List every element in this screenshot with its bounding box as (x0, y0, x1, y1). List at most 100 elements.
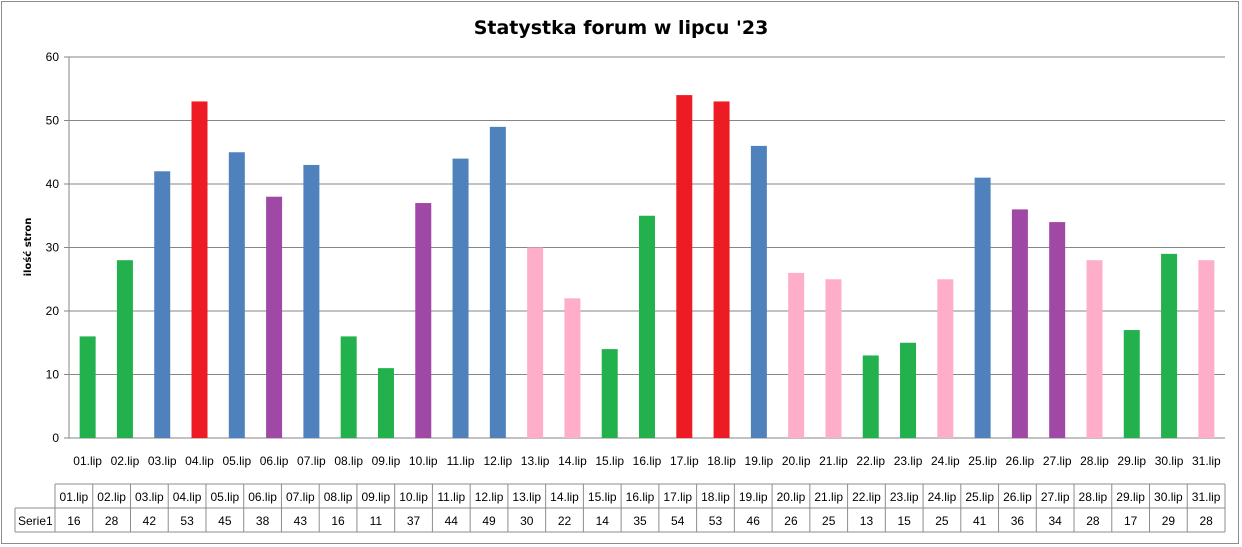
table-value-cell: 26 (784, 514, 798, 528)
table-value-cell: 37 (407, 514, 421, 528)
x-tick-label: 24.lip (931, 454, 960, 468)
x-tick-label: 16.lip (633, 454, 662, 468)
bar (489, 126, 506, 438)
table-header-cell: 24.lip (928, 490, 957, 504)
bar (266, 196, 283, 438)
table-header-cell: 01.lip (60, 490, 89, 504)
table-header-cell: 12.lip (475, 490, 504, 504)
x-tick-label: 19.lip (745, 454, 774, 468)
bar (974, 177, 991, 438)
x-tick-label: 08.lip (334, 454, 363, 468)
x-tick-label: 17.lip (670, 454, 699, 468)
table-header-cell: 04.lip (173, 490, 202, 504)
table-value-cell: 45 (218, 514, 232, 528)
table-value-cell: 28 (1199, 514, 1213, 528)
table-header-cell: 07.lip (286, 490, 315, 504)
bar (154, 171, 171, 439)
x-tick-label: 22.lip (856, 454, 885, 468)
x-tick-label: 23.lip (894, 454, 923, 468)
bar (415, 203, 432, 438)
table-header-cell: 28.lip (1079, 490, 1108, 504)
bar (601, 349, 618, 438)
x-tick-label: 05.lip (222, 454, 251, 468)
x-tick-label: 06.lip (260, 454, 289, 468)
x-tick-label: 29.lip (1117, 454, 1146, 468)
x-tick-label: 11.lip (447, 454, 475, 468)
table-value-cell: 25 (822, 514, 836, 528)
table-value-cell: 11 (370, 514, 383, 528)
table-header-cell: 22.lip (852, 490, 881, 504)
x-tick-label: 18.lip (707, 454, 736, 468)
table-header-cell: 19.lip (739, 490, 768, 504)
bar (1161, 253, 1178, 438)
bar (191, 101, 208, 438)
bar (862, 355, 879, 438)
table-value-cell: 16 (331, 514, 345, 528)
table-value-cell: 35 (633, 514, 647, 528)
bar (564, 298, 581, 438)
table-value-cell: 22 (558, 514, 572, 528)
x-tick-label: 26.lip (1006, 454, 1035, 468)
chart-title: Statystka forum w lipcu '23 (474, 17, 769, 39)
y-tick-label: 10 (46, 368, 60, 382)
table-header-cell: 31.lip (1192, 490, 1221, 504)
table-value-cell: 28 (1086, 514, 1100, 528)
bar (116, 260, 133, 438)
table-value-cell: 38 (256, 514, 270, 528)
table-header-cell: 18.lip (701, 490, 730, 504)
table-value-cell: 36 (1011, 514, 1025, 528)
table-value-cell: 41 (973, 514, 987, 528)
x-tick-label: 01.lip (73, 454, 102, 468)
y-tick-label: 60 (46, 50, 60, 64)
table-header-cell: 14.lip (550, 490, 579, 504)
table-value-cell: 42 (143, 514, 157, 528)
table-header-cell: 23.lip (890, 490, 919, 504)
table-header-cell: 11.lip (437, 490, 465, 504)
table-value-cell: 17 (1124, 514, 1138, 528)
table-value-cell: 16 (67, 514, 81, 528)
table-header-cell: 21.lip (814, 490, 843, 504)
table-header-cell: 26.lip (1003, 490, 1032, 504)
bar (676, 95, 693, 438)
table-series-label: Serie1 (18, 514, 53, 528)
bar (825, 279, 842, 438)
y-tick-label: 40 (46, 177, 60, 191)
bar (1049, 222, 1066, 438)
table-header-cell: 03.lip (135, 490, 164, 504)
x-tick-label: 15.lip (595, 454, 624, 468)
table-value-cell: 25 (935, 514, 949, 528)
table-header-cell: 10.lip (399, 490, 428, 504)
x-tick-label: 02.lip (111, 454, 140, 468)
bar (1086, 260, 1103, 438)
bar (1198, 260, 1215, 438)
table-header-cell: 20.lip (777, 490, 806, 504)
table-header-cell: 08.lip (324, 490, 353, 504)
x-tick-label: 20.lip (782, 454, 811, 468)
x-tick-label: 07.lip (297, 454, 326, 468)
x-tick-label: 09.lip (372, 454, 401, 468)
y-axis-label: ilość stron (22, 218, 34, 277)
bar (1123, 330, 1140, 438)
table-header-cell: 06.lip (248, 490, 277, 504)
table-value-cell: 53 (180, 514, 194, 528)
y-tick-label: 30 (46, 241, 60, 255)
table-value-cell: 49 (482, 514, 496, 528)
x-tick-label: 04.lip (185, 454, 214, 468)
bar (750, 145, 767, 438)
table-value-cell: 14 (596, 514, 610, 528)
table-value-cell: 43 (294, 514, 308, 528)
bar (937, 279, 954, 438)
x-tick-label: 31.lip (1192, 454, 1221, 468)
bar (377, 368, 394, 438)
bar (452, 158, 469, 438)
table-value-cell: 30 (520, 514, 534, 528)
bar (713, 101, 730, 438)
table-value-cell: 44 (445, 514, 459, 528)
bar (788, 272, 805, 438)
bar (79, 336, 96, 438)
bar (1011, 209, 1028, 438)
table-header-cell: 25.lip (965, 490, 994, 504)
table-value-cell: 46 (747, 514, 761, 528)
table-value-cell: 28 (105, 514, 119, 528)
bar (303, 164, 320, 438)
